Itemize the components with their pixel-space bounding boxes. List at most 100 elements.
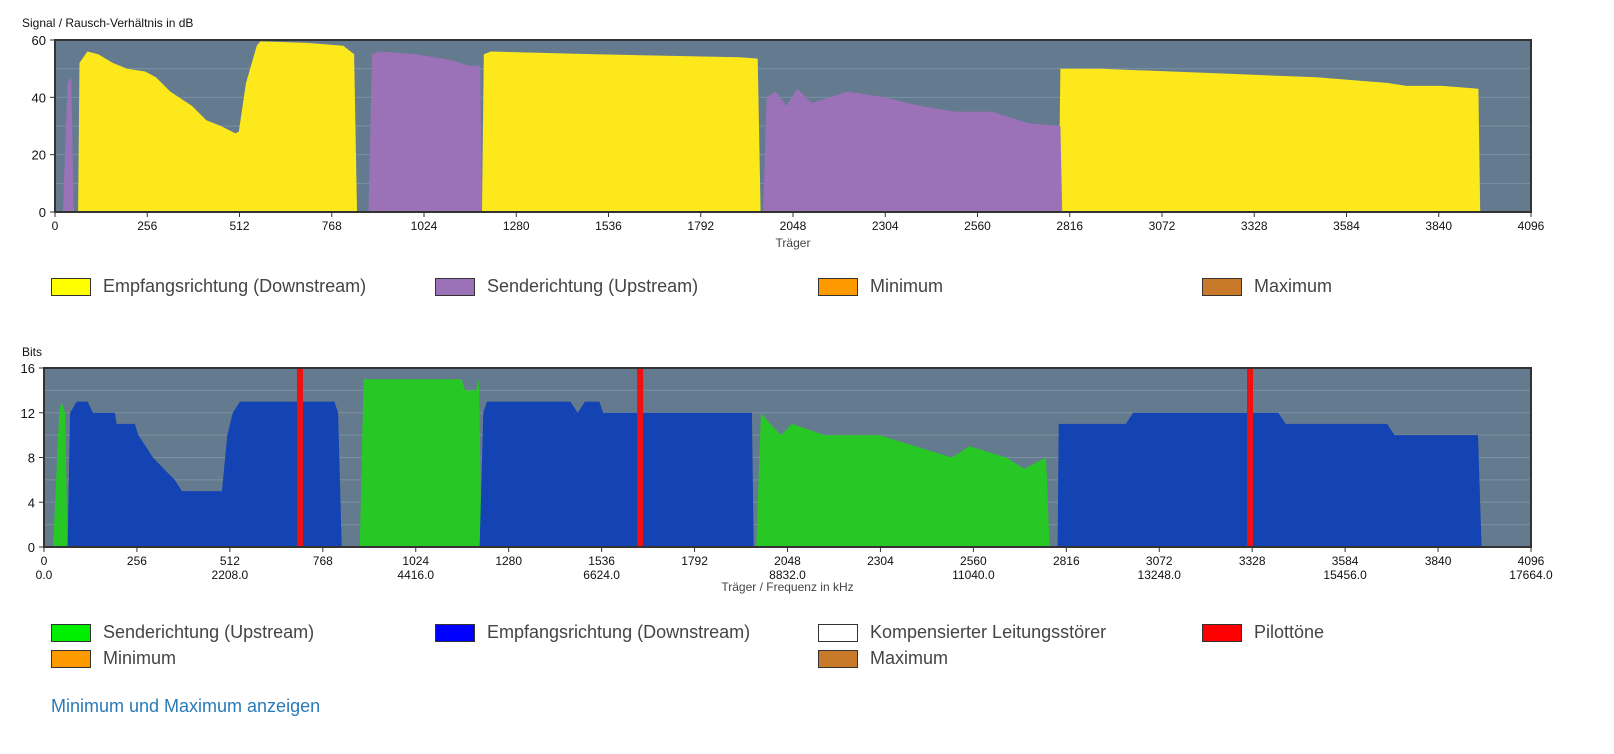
y-tick-label: 8 [28, 451, 35, 466]
freq-tick-label: 2208.0 [212, 568, 249, 582]
legend-label: Maximum [1254, 276, 1333, 296]
freq-tick-label: 6624.0 [583, 568, 620, 582]
series-area-a [756, 412, 1050, 547]
legend-label: Senderichtung (Upstream) [487, 276, 699, 296]
legend-label: Empfangsrichtung (Downstream) [487, 622, 751, 642]
legend-swatch [435, 277, 475, 296]
legend-label: Minimum [870, 276, 944, 296]
freq-tick-label: 17664.0 [1509, 568, 1553, 582]
series-area-b [62, 77, 74, 212]
legend-swatch [1202, 623, 1242, 642]
y-axis-title: Bits [22, 345, 42, 359]
x-tick-label: 2560 [960, 554, 987, 568]
x-tick-label: 1536 [595, 219, 622, 233]
x-tick-label: 1024 [411, 219, 438, 233]
series-area-b [1057, 412, 1482, 547]
x-tick-label: 4096 [1518, 554, 1545, 568]
x-tick-label: 768 [322, 219, 342, 233]
series-area-b [763, 88, 1063, 212]
x-tick-label: 2304 [867, 554, 894, 568]
freq-tick-label: 4416.0 [397, 568, 434, 582]
x-tick-label: 2560 [964, 219, 991, 233]
freq-tick-label: 13248.0 [1138, 568, 1182, 582]
legend-item: Empfangsrichtung (Downstream) [435, 622, 750, 643]
y-tick-label: 60 [32, 33, 46, 48]
freq-tick-label: 11040.0 [952, 568, 995, 582]
x-tick-label: 1280 [495, 554, 522, 568]
x-tick-label: 1280 [503, 219, 530, 233]
x-tick-label: 2816 [1056, 219, 1083, 233]
y-axis-title: Signal / Rausch-Verhältnis in dB [22, 16, 193, 30]
y-tick-label: 0 [39, 205, 46, 220]
legend-label: Minimum [103, 648, 177, 668]
x-tick-label: 2304 [872, 219, 899, 233]
legend-label: Kompensierter Leitungsstörer [870, 622, 1107, 642]
legend-swatch [51, 277, 91, 296]
y-tick-label: 0 [28, 540, 35, 555]
legend-label: Pilottöne [1254, 622, 1325, 642]
legend-label: Senderichtung (Upstream) [103, 622, 315, 642]
y-tick-label: 16 [21, 361, 35, 376]
x-tick-label: 3584 [1332, 554, 1359, 568]
x-tick-label: 768 [313, 554, 333, 568]
x-tick-label: 0 [52, 219, 59, 233]
freq-tick-label: 0.0 [36, 568, 53, 582]
legend-item: Empfangsrichtung (Downstream) [51, 276, 366, 297]
legend-swatch [435, 623, 475, 642]
x-tick-label: 1792 [681, 554, 708, 568]
pilot-tone-marker [1247, 368, 1254, 547]
x-tick-label: 1536 [588, 554, 615, 568]
y-tick-label: 40 [32, 90, 46, 105]
legend-item: Maximum [1202, 276, 1332, 297]
x-tick-label: 3072 [1146, 554, 1173, 568]
x-tick-label: 512 [229, 219, 249, 233]
legend-item: Senderichtung (Upstream) [435, 276, 698, 297]
legend-item: Minimum [51, 648, 176, 669]
legend-item: Pilottöne [1202, 622, 1324, 643]
series-area-a [78, 41, 357, 213]
legend-swatch [818, 623, 858, 642]
legend-label: Maximum [870, 648, 949, 668]
y-tick-label: 4 [28, 495, 35, 510]
x-tick-label: 4096 [1518, 219, 1545, 233]
y-tick-label: 20 [32, 148, 46, 163]
pilot-tone-marker [637, 368, 644, 547]
series-area-b [368, 51, 482, 212]
x-tick-label: 3840 [1425, 554, 1452, 568]
series-area-a [359, 379, 482, 547]
freq-tick-label: 8832.0 [769, 568, 806, 582]
series-area-a [1058, 68, 1481, 212]
x-tick-label: 3840 [1425, 219, 1452, 233]
x-axis-title: Träger / Frequenz in kHz [721, 580, 853, 594]
x-tick-label: 0 [41, 554, 48, 568]
legend-swatch [1202, 277, 1242, 296]
legend-item: Minimum [818, 276, 943, 297]
legend-item: Senderichtung (Upstream) [51, 622, 314, 643]
legend-item: Kompensierter Leitungsstörer [818, 622, 1106, 643]
series-area-b [67, 401, 342, 547]
series-area-b [479, 401, 754, 547]
y-tick-label: 12 [21, 406, 35, 421]
legend-swatch [818, 277, 858, 296]
legend-item: Maximum [818, 648, 948, 669]
x-tick-label: 1792 [687, 219, 714, 233]
series-area-a [53, 401, 68, 547]
x-tick-label: 3328 [1239, 554, 1266, 568]
x-tick-label: 2816 [1053, 554, 1080, 568]
show-min-max-link[interactable]: Minimum und Maximum anzeigen [51, 696, 321, 716]
legend-swatch [51, 649, 91, 668]
x-tick-label: 2048 [780, 219, 807, 233]
freq-tick-label: 15456.0 [1323, 568, 1367, 582]
x-tick-label: 3328 [1241, 219, 1268, 233]
series-area-a [482, 51, 761, 212]
x-tick-label: 256 [127, 554, 147, 568]
chart-snr: 0 20 40 60 0 256 512 768 1024 1280 1536 1792 2048 230… [22, 16, 1545, 250]
pilot-tone-marker [296, 368, 303, 547]
x-tick-label: 256 [137, 219, 157, 233]
legend-swatch [818, 649, 858, 668]
x-tick-label: 2048 [774, 554, 801, 568]
legend-label: Empfangsrichtung (Downstream) [103, 276, 367, 296]
x-tick-label: 3072 [1149, 219, 1176, 233]
